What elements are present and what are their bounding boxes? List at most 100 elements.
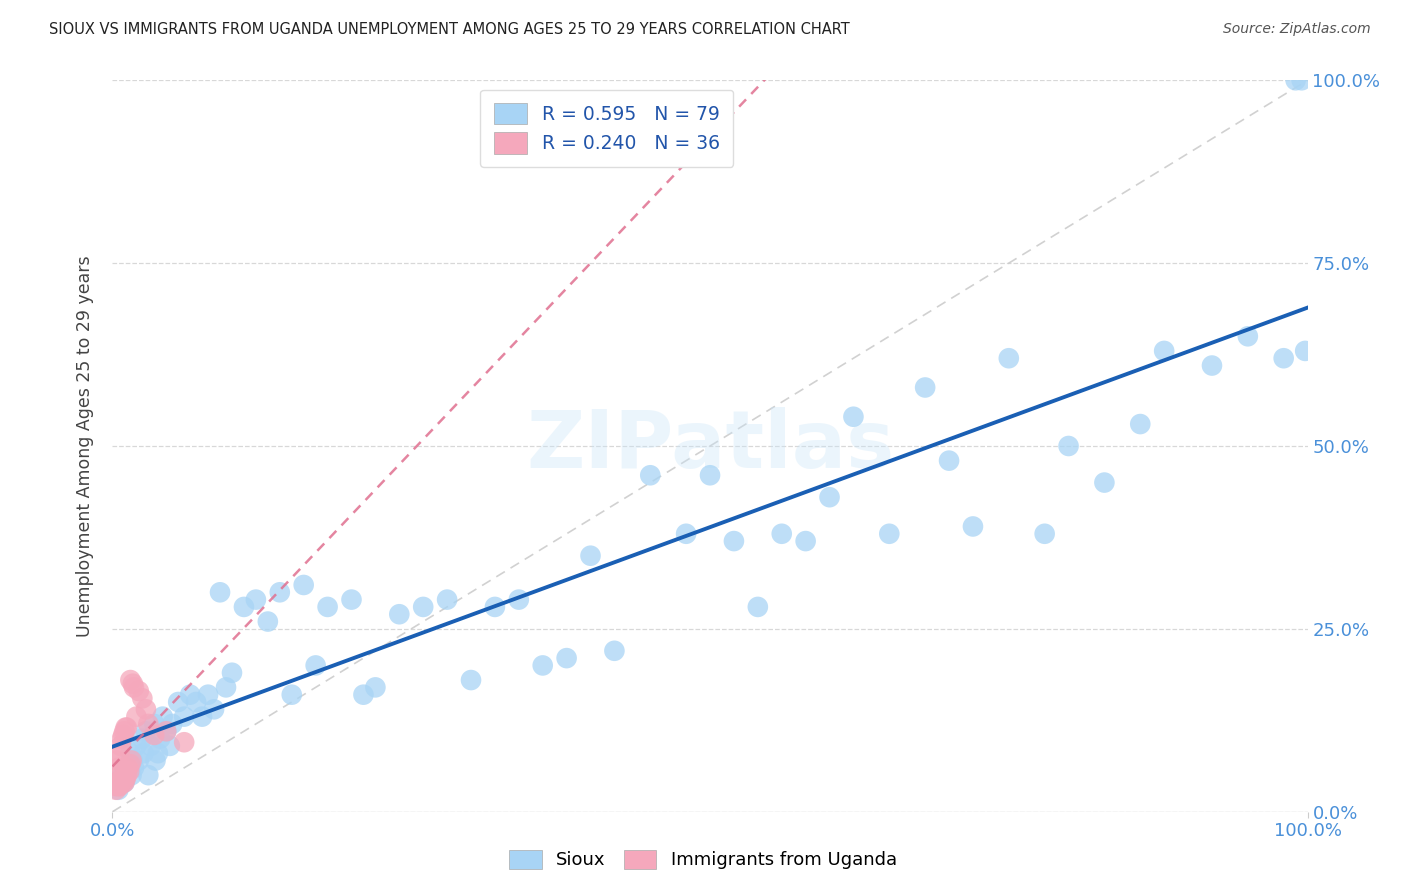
Point — [131, 691, 153, 706]
Point — [128, 754, 150, 768]
Point — [531, 658, 554, 673]
Point — [818, 490, 841, 504]
Point — [1285, 73, 1308, 87]
Point — [111, 731, 134, 746]
Point — [340, 592, 363, 607]
Point — [107, 761, 129, 775]
Text: ZIPatlas: ZIPatlas — [526, 407, 894, 485]
Point — [191, 709, 214, 723]
Point — [118, 764, 141, 779]
Point — [352, 688, 374, 702]
Point — [508, 592, 530, 607]
Point — [162, 717, 183, 731]
Point — [269, 585, 291, 599]
Point — [209, 585, 232, 599]
Point — [412, 599, 434, 614]
Point — [579, 549, 602, 563]
Point — [1201, 359, 1223, 373]
Point — [108, 779, 131, 793]
Point — [364, 681, 387, 695]
Point — [173, 709, 195, 723]
Legend: R = 0.595   N = 79, R = 0.240   N = 36: R = 0.595 N = 79, R = 0.240 N = 36 — [481, 90, 734, 167]
Point — [1057, 439, 1080, 453]
Point — [699, 468, 721, 483]
Point — [108, 746, 131, 760]
Point — [484, 599, 506, 614]
Point — [998, 351, 1021, 366]
Point — [132, 746, 155, 760]
Point — [115, 761, 138, 775]
Point — [1237, 329, 1260, 343]
Point — [1033, 526, 1056, 541]
Point — [316, 599, 339, 614]
Point — [723, 534, 745, 549]
Point — [105, 764, 128, 779]
Point — [114, 724, 135, 739]
Point — [128, 684, 150, 698]
Point — [120, 673, 142, 687]
Point — [143, 717, 166, 731]
Point — [146, 746, 169, 760]
Point — [135, 702, 157, 716]
Point — [173, 735, 195, 749]
Point — [179, 688, 201, 702]
Point — [105, 775, 128, 789]
Point — [131, 731, 153, 746]
Point — [138, 768, 160, 782]
Point — [152, 709, 174, 723]
Point — [122, 681, 145, 695]
Point — [962, 519, 984, 533]
Point — [114, 775, 135, 789]
Point — [555, 651, 578, 665]
Y-axis label: Unemployment Among Ages 25 to 29 years: Unemployment Among Ages 25 to 29 years — [76, 255, 94, 637]
Point — [747, 599, 769, 614]
Point — [914, 380, 936, 394]
Point — [155, 724, 177, 739]
Point — [1094, 475, 1116, 490]
Point — [121, 754, 143, 768]
Text: SIOUX VS IMMIGRANTS FROM UGANDA UNEMPLOYMENT AMONG AGES 25 TO 29 YEARS CORRELATI: SIOUX VS IMMIGRANTS FROM UGANDA UNEMPLOY… — [49, 22, 851, 37]
Point — [640, 468, 662, 483]
Point — [186, 695, 208, 709]
Point — [305, 658, 328, 673]
Point — [842, 409, 865, 424]
Point — [1129, 417, 1152, 431]
Point — [603, 644, 626, 658]
Point — [388, 607, 411, 622]
Point — [460, 673, 482, 687]
Point — [120, 757, 142, 772]
Point — [115, 721, 138, 735]
Point — [149, 731, 172, 746]
Point — [215, 681, 238, 695]
Point — [145, 754, 167, 768]
Point — [112, 775, 135, 789]
Point — [770, 526, 793, 541]
Point — [1294, 343, 1316, 358]
Point — [122, 761, 145, 775]
Point — [221, 665, 243, 680]
Point — [257, 615, 280, 629]
Point — [114, 721, 136, 735]
Legend: Sioux, Immigrants from Uganda: Sioux, Immigrants from Uganda — [501, 841, 905, 879]
Point — [143, 728, 166, 742]
Point — [121, 768, 143, 782]
Point — [159, 739, 181, 753]
Point — [110, 739, 132, 753]
Point — [879, 526, 901, 541]
Point — [125, 739, 148, 753]
Point — [794, 534, 817, 549]
Point — [111, 772, 134, 786]
Point — [233, 599, 256, 614]
Point — [114, 772, 136, 786]
Point — [107, 782, 129, 797]
Point — [197, 688, 219, 702]
Point — [104, 779, 127, 793]
Point — [117, 761, 139, 775]
Point — [938, 453, 960, 467]
Point — [167, 695, 190, 709]
Point — [107, 779, 129, 793]
Point — [115, 768, 138, 782]
Point — [125, 709, 148, 723]
Point — [120, 746, 142, 760]
Point — [281, 688, 304, 702]
